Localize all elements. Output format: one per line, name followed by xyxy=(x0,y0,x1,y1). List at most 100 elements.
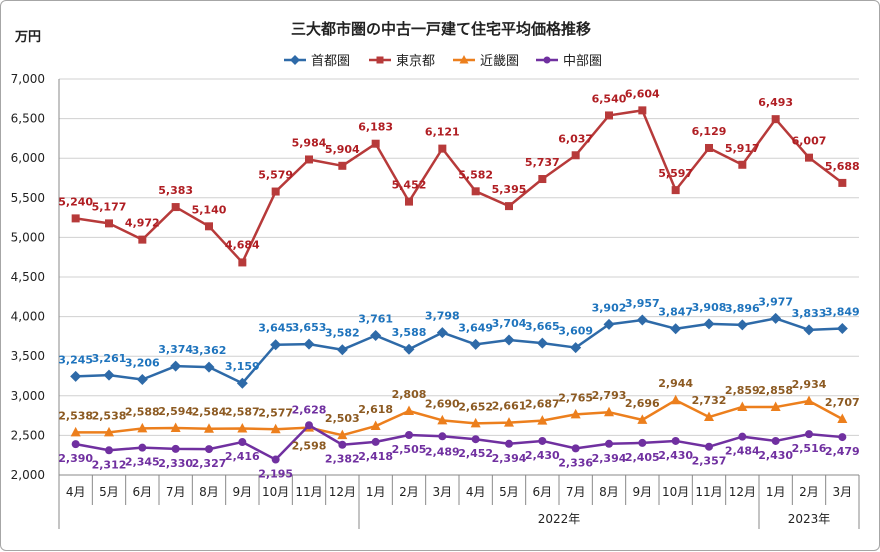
marker-circle xyxy=(138,443,147,452)
marker-circle xyxy=(371,437,380,446)
data-label: 2,538 xyxy=(92,409,127,422)
marker-triangle xyxy=(804,395,814,406)
data-label: 5,140 xyxy=(192,203,227,216)
data-label: 2,618 xyxy=(358,403,393,416)
data-label: 5,688 xyxy=(825,160,860,173)
x-tick-label: 3月 xyxy=(833,485,853,499)
marker-triangle xyxy=(337,429,348,440)
marker-diamond xyxy=(803,324,815,336)
data-label: 6,121 xyxy=(425,126,460,139)
data-label: 5,240 xyxy=(58,195,93,208)
marker-square xyxy=(771,115,780,124)
marker-circle xyxy=(71,440,80,449)
data-label: 3,902 xyxy=(592,301,627,314)
data-label: 2,944 xyxy=(658,377,693,390)
x-tick-label: 2月 xyxy=(399,485,419,499)
marker-triangle xyxy=(837,413,848,424)
marker-triangle xyxy=(704,411,714,422)
marker-square xyxy=(805,153,813,162)
x-axis: 4月 5月 6月 7月 8月 9月 10月 11月 12月 1月 2月 3月 4月 5月 6月 7月 8月 9月 1… xyxy=(58,474,860,529)
legend-label: 近畿圏 xyxy=(480,54,519,69)
data-label: 4,684 xyxy=(225,238,260,251)
data-label: 2,336 xyxy=(558,456,593,469)
marker-diamond xyxy=(503,334,515,346)
marker-triangle xyxy=(170,422,181,432)
data-label: 2,345 xyxy=(125,456,160,469)
y-tick-label: 3,500 xyxy=(11,349,45,363)
data-label: 3,645 xyxy=(258,322,293,335)
marker-diamond xyxy=(370,330,382,342)
y-tick-label: 2,000 xyxy=(11,468,45,482)
unit-label: 万円 xyxy=(14,30,41,45)
data-label: 3,798 xyxy=(425,310,460,323)
marker-circle xyxy=(838,433,847,442)
marker-diamond xyxy=(436,327,448,339)
data-label: 6,007 xyxy=(792,135,827,148)
x-tick-label: 10月 xyxy=(262,485,289,499)
marker-diamond xyxy=(670,323,682,335)
data-label: 2,479 xyxy=(825,445,860,458)
marker-circle xyxy=(405,431,413,440)
marker-triangle xyxy=(70,426,81,437)
data-label: 2,516 xyxy=(792,442,827,455)
x-tick-label: 5月 xyxy=(499,485,519,499)
data-label: 2,587 xyxy=(225,406,260,419)
data-label: 2,418 xyxy=(358,450,393,463)
y-tick-label: 6,000 xyxy=(11,151,45,165)
marker-circle xyxy=(671,436,680,445)
year-label: 2023年 xyxy=(788,512,831,526)
data-label: 2,687 xyxy=(525,398,560,411)
data-label: 3,588 xyxy=(392,326,427,339)
marker-circle xyxy=(305,421,313,430)
data-label: 2,405 xyxy=(625,451,660,464)
marker-triangle xyxy=(604,406,614,417)
marker-triangle xyxy=(204,423,214,433)
marker-square xyxy=(171,203,180,212)
marker-diamond xyxy=(103,369,115,381)
data-label: 2,312 xyxy=(92,458,127,471)
marker-square xyxy=(138,235,147,244)
marker-circle xyxy=(605,439,613,448)
y-axis: 2,000 2,500 3,000 3,500 4,000 4,500 5,000 5,500… xyxy=(11,72,60,529)
x-tick-label: 11月 xyxy=(295,485,322,499)
marker-diamond xyxy=(70,370,82,382)
marker-circle xyxy=(705,442,713,451)
marker-diamond xyxy=(703,318,715,330)
data-label: 2,505 xyxy=(392,443,427,456)
data-label: 5,597 xyxy=(658,167,693,180)
legend-label: 首都圏 xyxy=(311,54,350,69)
x-tick-label: 7月 xyxy=(566,485,586,499)
marker-triangle xyxy=(404,405,414,416)
series-line-近畿圏 xyxy=(75,398,843,437)
data-label: 3,908 xyxy=(692,301,727,314)
x-tick-label: 8月 xyxy=(599,485,619,499)
marker-circle xyxy=(805,430,813,439)
data-label: 3,159 xyxy=(225,360,260,373)
data-label: 3,362 xyxy=(192,344,227,357)
marker-square xyxy=(838,178,847,187)
x-tick-label: 4月 xyxy=(66,485,86,499)
data-label: 6,540 xyxy=(592,92,627,105)
marker-circle xyxy=(438,432,447,441)
data-label: 2,594 xyxy=(158,405,193,418)
data-label: 3,261 xyxy=(92,352,127,365)
data-label: 2,538 xyxy=(58,409,93,422)
marker-square xyxy=(738,160,747,169)
data-label: 3,847 xyxy=(658,306,693,319)
y-tick-label: 4,000 xyxy=(11,310,45,324)
y-tick-label: 3,000 xyxy=(11,389,45,403)
x-tick-label: 5月 xyxy=(99,485,119,499)
data-label: 3,653 xyxy=(292,321,327,334)
data-label: 2,858 xyxy=(758,384,793,397)
y-tick-label: 6,500 xyxy=(11,112,45,126)
data-label: 3,957 xyxy=(625,297,660,310)
data-label: 2,934 xyxy=(792,378,827,391)
x-tick-label: 6月 xyxy=(533,485,553,499)
x-tick-label: 7月 xyxy=(166,485,186,499)
y-tick-label: 5,500 xyxy=(11,191,45,205)
data-label: 5,582 xyxy=(458,168,493,181)
marker-diamond xyxy=(336,344,348,356)
data-label: 2,584 xyxy=(192,406,227,419)
